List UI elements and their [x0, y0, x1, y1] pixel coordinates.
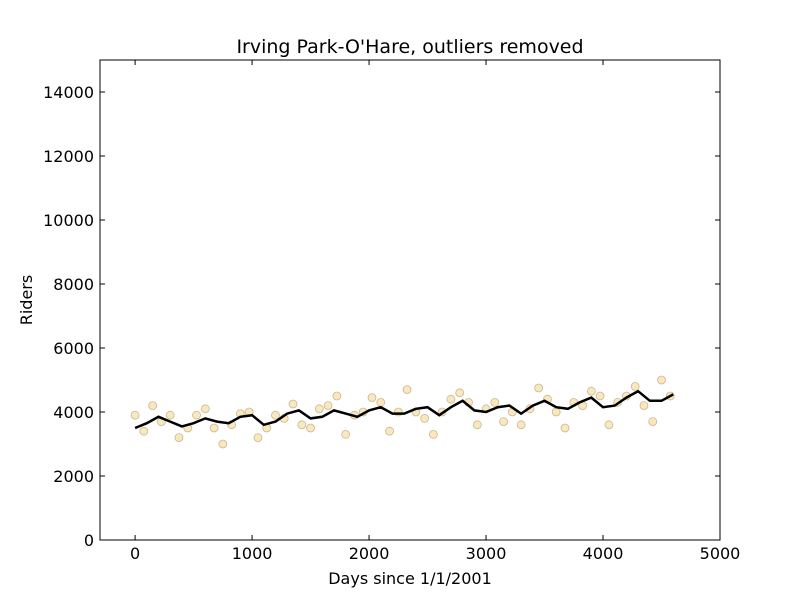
scatter-point — [341, 429, 351, 439]
scatter-point — [551, 407, 561, 417]
scatter-point — [648, 417, 658, 427]
scatter-point — [376, 397, 386, 407]
x-tick-label: 5000 — [700, 544, 741, 563]
y-tick-label: 14000 — [43, 83, 94, 102]
scatter-point — [130, 410, 140, 420]
scatter-point — [271, 410, 280, 420]
y-tick-label: 12000 — [43, 147, 94, 166]
scatter-point — [534, 383, 544, 393]
scatter-point — [192, 410, 201, 420]
scatter-point — [288, 399, 298, 409]
scatter-point — [428, 429, 438, 439]
x-axis-label: Days since 1/1/2001 — [328, 569, 492, 588]
scatter-point — [200, 404, 210, 414]
x-tick-label: 2000 — [349, 544, 390, 563]
scatter-point — [586, 386, 596, 396]
y-tick-label: 2000 — [53, 467, 94, 486]
x-tick-label: 3000 — [466, 544, 507, 563]
x-tick-label: 4000 — [583, 544, 624, 563]
chart-title: Irving Park-O'Hare, outliers removed — [236, 36, 583, 58]
scatter-point — [472, 420, 482, 430]
y-tick-label: 8000 — [53, 275, 94, 294]
scatter-point — [165, 410, 175, 420]
scatter-point — [323, 401, 333, 411]
scatter-point — [516, 420, 526, 430]
scatter-point — [209, 423, 219, 433]
scatter-point — [297, 420, 307, 430]
scatter-point — [174, 433, 184, 443]
scatter-point — [402, 385, 412, 395]
x-tick-label: 1000 — [232, 544, 273, 563]
scatter-point — [604, 420, 614, 430]
y-tick-label: 10000 — [43, 211, 94, 230]
scatter-point — [420, 413, 430, 423]
y-axis-label: Riders — [17, 275, 36, 325]
scatter-point — [490, 397, 500, 407]
scatter-point — [446, 394, 456, 404]
scatter-point — [332, 391, 342, 401]
scatter-point — [139, 426, 149, 436]
scatter-point — [560, 423, 570, 433]
scatter-point — [314, 404, 324, 414]
scatter-point — [630, 381, 640, 391]
scatter-point — [385, 426, 394, 436]
scatter-point — [367, 393, 377, 403]
x-tick-label: 0 — [130, 544, 140, 563]
scatter-point — [639, 401, 649, 411]
y-tick-label: 0 — [84, 531, 94, 550]
y-tick-label: 6000 — [53, 339, 94, 358]
scatter-point — [218, 439, 228, 449]
scatter-point — [455, 388, 465, 398]
scatter-point — [253, 433, 263, 443]
scatter-point — [148, 401, 158, 411]
axes-frame — [99, 59, 721, 541]
scatter-point — [595, 391, 605, 401]
plot-area — [130, 375, 675, 449]
scatter-point — [306, 423, 315, 433]
scatter-point — [657, 375, 666, 385]
scatter-point — [499, 417, 508, 427]
y-tick-label: 4000 — [53, 403, 94, 422]
trend-line — [134, 389, 674, 430]
